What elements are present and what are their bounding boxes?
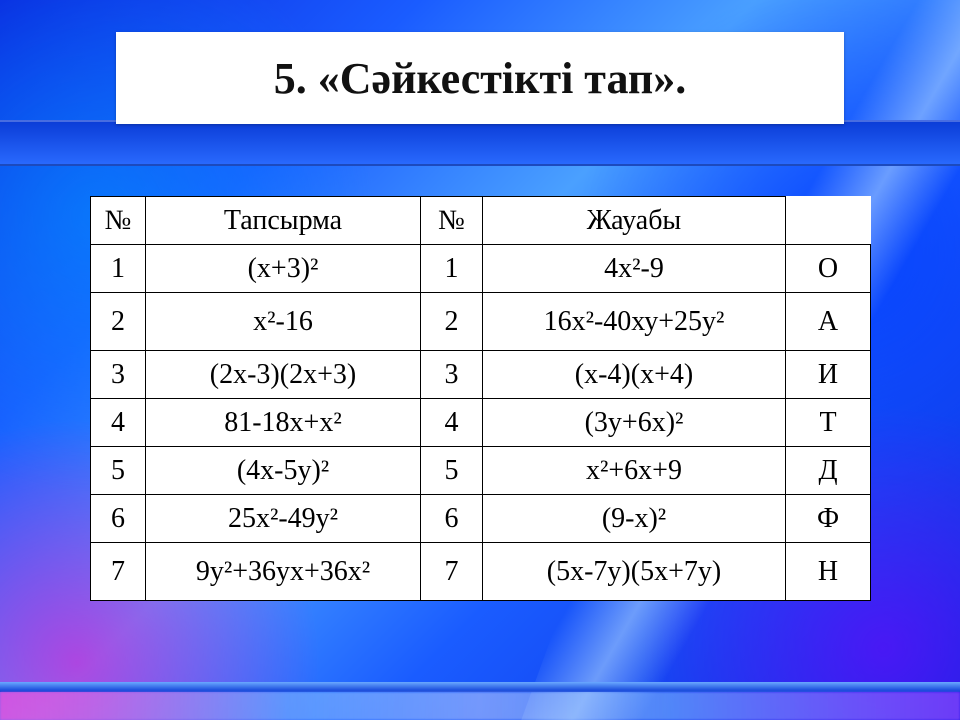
table-row: 1(х+3)²14х²-9О bbox=[91, 245, 871, 293]
cell-answer: 16х²-40ху+25у² bbox=[483, 293, 786, 351]
table-row: 481-18х+х²4(3у+6х)²Т bbox=[91, 399, 871, 447]
match-table-container: № Тапсырма № Жауабы 1(х+3)²14х²-9О2х²-16… bbox=[90, 196, 870, 601]
cell-num1: 3 bbox=[91, 351, 146, 399]
table-row: 625х²-49у²6(9-х)²Ф bbox=[91, 495, 871, 543]
table-row: 2х²-16216х²-40ху+25у²А bbox=[91, 293, 871, 351]
cell-task: 81-18х+х² bbox=[146, 399, 421, 447]
cell-answer: (5х-7у)(5х+7у) bbox=[483, 543, 786, 601]
table-row: 79у²+36ух+36х²7(5х-7у)(5х+7у)Н bbox=[91, 543, 871, 601]
cell-letter: Ф bbox=[786, 495, 871, 543]
cell-num1: 7 bbox=[91, 543, 146, 601]
cell-num2: 2 bbox=[421, 293, 483, 351]
cell-num1: 6 bbox=[91, 495, 146, 543]
cell-task: 25х²-49у² bbox=[146, 495, 421, 543]
decorative-stripe-top bbox=[0, 120, 960, 166]
decorative-bottom-glow bbox=[0, 692, 960, 720]
col-header-task: Тапсырма bbox=[146, 197, 421, 245]
table-header-row: № Тапсырма № Жауабы bbox=[91, 197, 871, 245]
cell-task: (х+3)² bbox=[146, 245, 421, 293]
cell-answer: (х-4)(х+4) bbox=[483, 351, 786, 399]
cell-answer: (3у+6х)² bbox=[483, 399, 786, 447]
cell-num2: 4 bbox=[421, 399, 483, 447]
cell-letter: Н bbox=[786, 543, 871, 601]
cell-num2: 6 bbox=[421, 495, 483, 543]
page-title: 5. «Сәйкестікті тап». bbox=[274, 53, 686, 104]
cell-num2: 3 bbox=[421, 351, 483, 399]
cell-answer: 4х²-9 bbox=[483, 245, 786, 293]
col-header-num2: № bbox=[421, 197, 483, 245]
match-table: № Тапсырма № Жауабы 1(х+3)²14х²-9О2х²-16… bbox=[90, 196, 871, 601]
cell-task: (2х-3)(2х+3) bbox=[146, 351, 421, 399]
cell-task: х²-16 bbox=[146, 293, 421, 351]
cell-num2: 5 bbox=[421, 447, 483, 495]
cell-num1: 2 bbox=[91, 293, 146, 351]
col-header-num1: № bbox=[91, 197, 146, 245]
cell-letter: И bbox=[786, 351, 871, 399]
cell-task: 9у²+36ух+36х² bbox=[146, 543, 421, 601]
match-table-body: № Тапсырма № Жауабы 1(х+3)²14х²-9О2х²-16… bbox=[91, 197, 871, 601]
cell-letter: О bbox=[786, 245, 871, 293]
table-row: 5(4х-5у)²5х²+6х+9Д bbox=[91, 447, 871, 495]
cell-letter: А bbox=[786, 293, 871, 351]
cell-num2: 7 bbox=[421, 543, 483, 601]
cell-answer: х²+6х+9 bbox=[483, 447, 786, 495]
table-row: 3(2х-3)(2х+3)3(х-4)(х+4)И bbox=[91, 351, 871, 399]
cell-letter: Д bbox=[786, 447, 871, 495]
cell-num1: 1 bbox=[91, 245, 146, 293]
cell-task: (4х-5у)² bbox=[146, 447, 421, 495]
decorative-stripe-bottom bbox=[0, 682, 960, 692]
title-container: 5. «Сәйкестікті тап». bbox=[116, 32, 844, 124]
cell-letter: Т bbox=[786, 399, 871, 447]
col-header-letter bbox=[786, 197, 871, 245]
cell-num1: 5 bbox=[91, 447, 146, 495]
cell-num1: 4 bbox=[91, 399, 146, 447]
cell-num2: 1 bbox=[421, 245, 483, 293]
cell-answer: (9-х)² bbox=[483, 495, 786, 543]
col-header-answer: Жауабы bbox=[483, 197, 786, 245]
